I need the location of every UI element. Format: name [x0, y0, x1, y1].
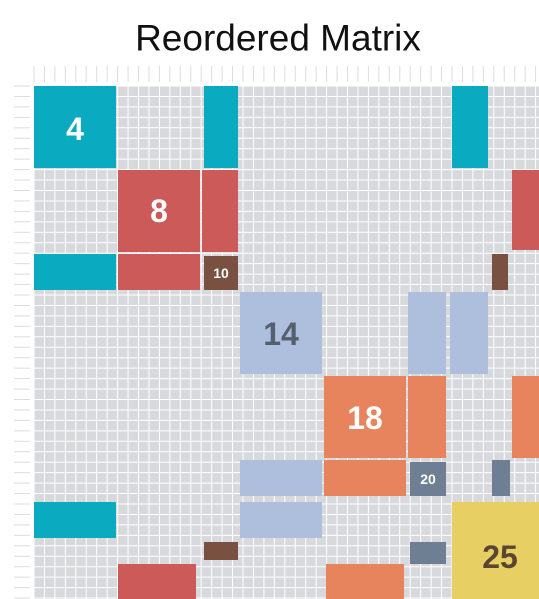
block — [492, 460, 510, 496]
title: Reordered Matrix — [135, 18, 421, 59]
block — [410, 462, 446, 496]
block — [512, 170, 539, 250]
block — [452, 502, 539, 599]
block — [324, 460, 406, 496]
block — [452, 86, 488, 168]
block — [118, 564, 196, 599]
block — [450, 292, 488, 374]
block — [512, 376, 539, 458]
block — [324, 376, 406, 458]
block-label: 20 — [420, 471, 436, 487]
block — [408, 376, 446, 458]
block — [202, 170, 238, 252]
block — [34, 86, 116, 168]
block — [240, 502, 322, 538]
block-label: 25 — [482, 539, 518, 575]
block — [204, 542, 238, 560]
block — [118, 254, 200, 290]
blocks — [34, 86, 539, 599]
block-label: 8 — [150, 193, 168, 229]
block — [204, 256, 238, 290]
block — [118, 170, 200, 252]
block — [410, 542, 446, 564]
block-label: 18 — [347, 400, 383, 436]
block — [240, 460, 322, 496]
block-labels: 4 8 10 14 18 20 25 — [66, 111, 518, 575]
block — [408, 292, 446, 374]
block — [34, 254, 116, 290]
block — [326, 564, 404, 599]
ticks — [14, 66, 537, 599]
block-label: 14 — [263, 316, 299, 352]
block — [240, 292, 322, 374]
block-label: 10 — [213, 265, 229, 281]
block-label: 4 — [66, 111, 84, 147]
block — [34, 502, 116, 538]
block — [204, 86, 238, 168]
block — [492, 254, 508, 290]
